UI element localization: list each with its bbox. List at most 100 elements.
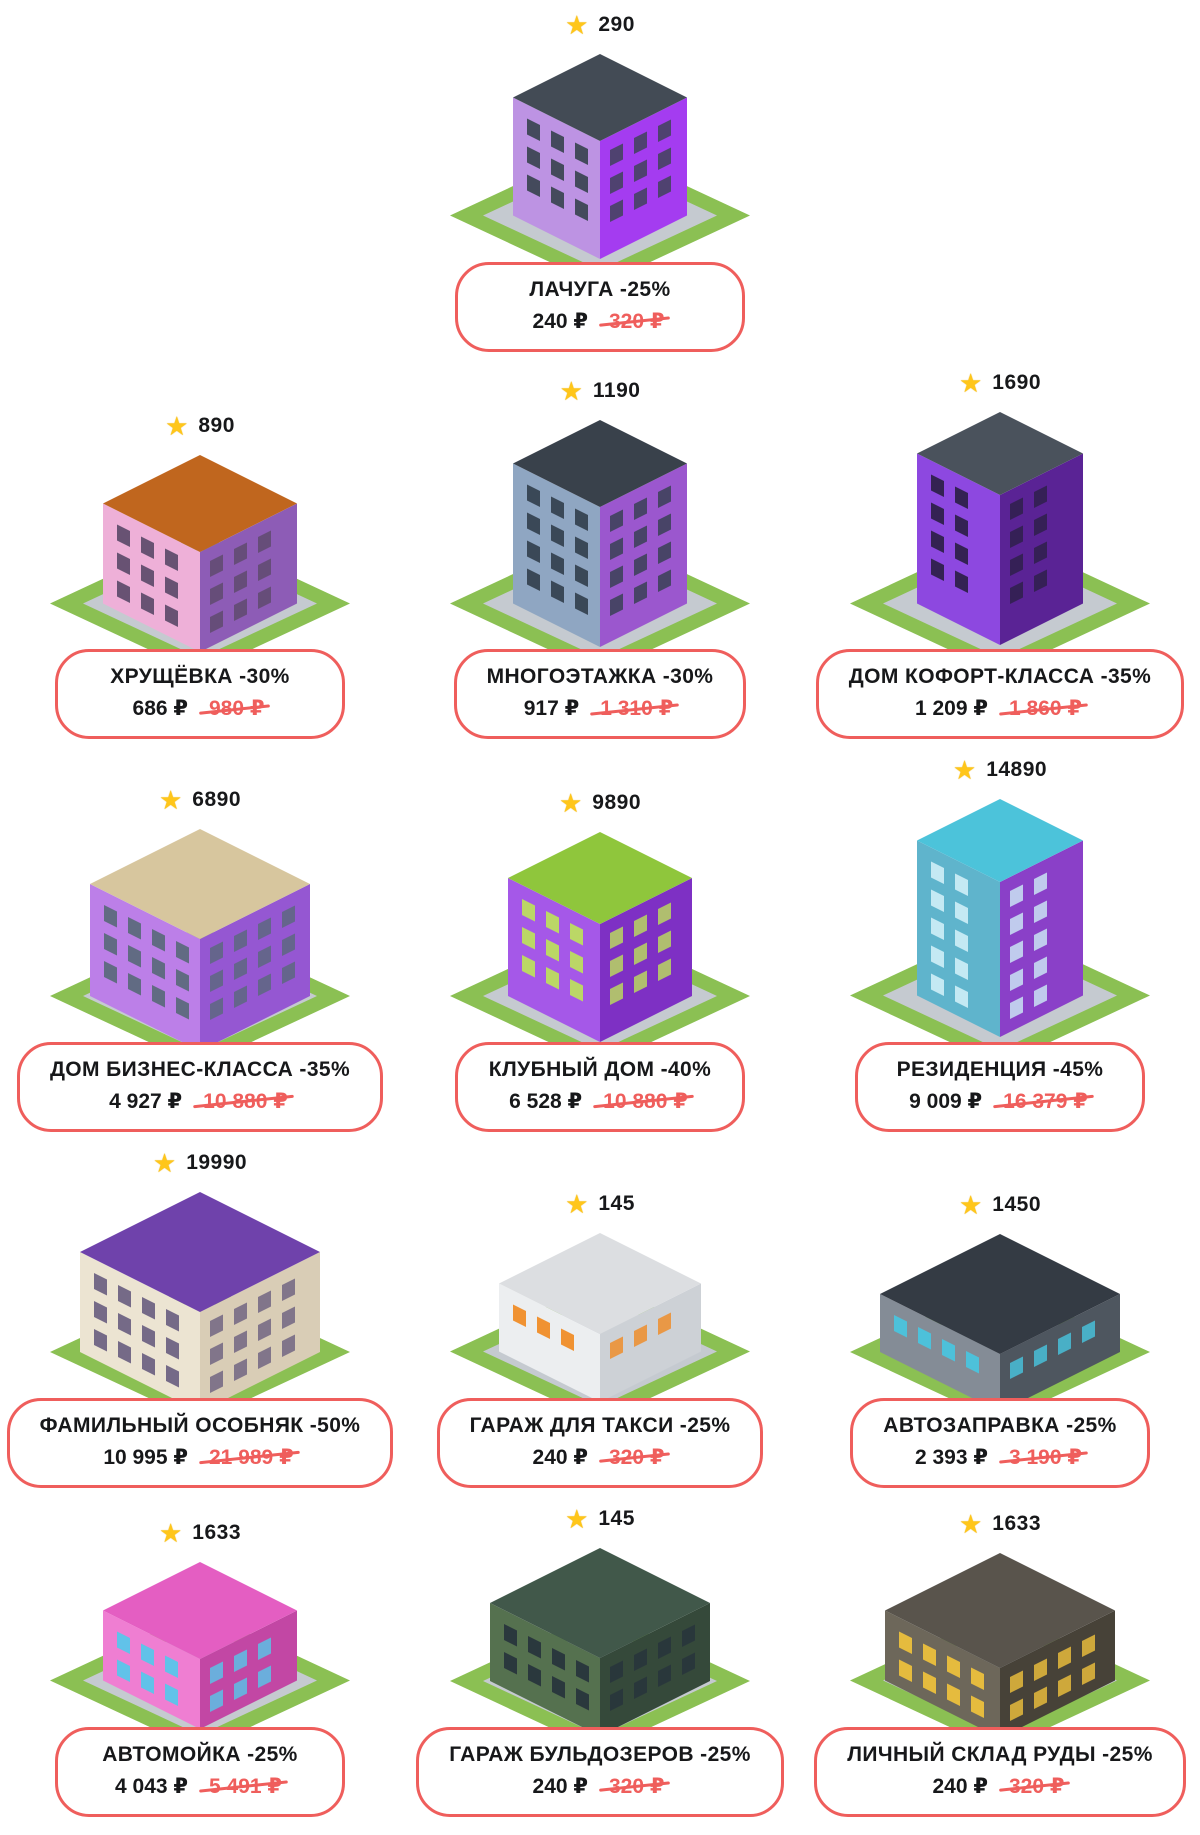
star-cost: ★ 14890 (953, 757, 1047, 783)
old-price: 320 ₽ (606, 1445, 667, 1470)
price-line: 4 043 ₽ 5 491 ₽ (88, 1774, 312, 1799)
old-price: 1 860 ₽ (1006, 696, 1085, 721)
building-art-dom-biznes-klassa[interactable] (35, 815, 365, 1074)
building-art-klubny-dom[interactable] (435, 818, 765, 1074)
price-card[interactable]: ДОМ БИЗНЕС-КЛАССА -35% 4 927 ₽ 10 880 ₽ (16, 1041, 384, 1132)
star-count: 145 (598, 1506, 635, 1530)
building-art-rezidentsiya[interactable] (835, 785, 1165, 1074)
price-card[interactable]: МНОГОЭТАЖКА -30% 917 ₽ 1 310 ₽ (453, 649, 747, 739)
star-icon: ★ (958, 367, 983, 398)
current-price: 2 393 ₽ (914, 1445, 988, 1469)
star-cost: ★ 290 (565, 12, 635, 38)
star-count: 1633 (192, 1521, 242, 1544)
star-icon: ★ (158, 1518, 183, 1548)
shop-item-avtozapravka: ★ 1450 АВТОЗАПРАВКА -25% 2 393 ₽ 3 190 ₽ (800, 1192, 1200, 1488)
current-price: 240 ₽ (532, 1445, 588, 1469)
building-illustration (50, 454, 350, 673)
shop-item-garazh-dlya-taksi: ★ 145 ГАРАЖ ДЛЯ ТАКСИ -25% 240 ₽ 320 ₽ (400, 1191, 800, 1488)
building-illustration (50, 828, 350, 1066)
star-cost: ★ 1690 (959, 370, 1041, 396)
shop-row: ★ 890 ХРУЩЁВКА -30% 686 ₽ 980 ₽ ★ 1190 М… (0, 370, 1200, 739)
building-title: РЕЗИДЕНЦИЯ -45% (896, 1057, 1104, 1081)
price-card[interactable]: ХРУЩЁВКА -30% 686 ₽ 980 ₽ (55, 649, 345, 739)
star-cost: ★ 1633 (159, 1520, 241, 1546)
price-card[interactable]: ЛИЧНЫЙ СКЛАД РУДЫ -25% 240 ₽ 320 ₽ (814, 1726, 1186, 1817)
building-art-khrushchyovka[interactable] (35, 441, 365, 682)
building-illustration (450, 1547, 750, 1751)
shop-item-lachuga: ★ 290 ЛАЧУГА -25% 240 ₽ 320 ₽ (380, 12, 820, 352)
price-card[interactable]: ГАРАЖ ДЛЯ ТАКСИ -25% 240 ₽ 320 ₽ (436, 1397, 764, 1488)
price-line: 9 009 ₽ 16 379 ₽ (888, 1089, 1112, 1114)
star-count: 19990 (186, 1150, 248, 1174)
old-price: 1 310 ₽ (597, 696, 676, 721)
building-title: ДОМ БИЗНЕС-КЛАССА -35% (49, 1057, 351, 1081)
price-card[interactable]: РЕЗИДЕНЦИЯ -45% 9 009 ₽ 16 379 ₽ (855, 1041, 1145, 1132)
old-price: 3 190 ₽ (1006, 1445, 1085, 1470)
star-count: 6890 (192, 787, 242, 811)
star-cost: ★ 1190 (560, 378, 641, 404)
building-art-garazh-dlya-taksi[interactable] (435, 1219, 765, 1430)
price-card[interactable]: ФАМИЛЬНЫЙ ОСОБНЯК -50% 10 995 ₽ 21 989 ₽ (6, 1397, 394, 1488)
building-title: МНОГОЭТАЖКА -30% (486, 665, 714, 688)
old-price: 980 ₽ (206, 696, 267, 721)
price-card[interactable]: АВТОМОЙКА -25% 4 043 ₽ 5 491 ₽ (55, 1726, 345, 1817)
building-illustration (850, 411, 1150, 673)
price-line: 2 393 ₽ 3 190 ₽ (883, 1445, 1116, 1470)
building-title: ГАРАЖ БУЛЬДОЗЕРОВ -25% (449, 1742, 751, 1766)
old-price: 10 880 ₽ (600, 1089, 691, 1114)
old-price: 16 379 ₽ (1000, 1089, 1091, 1114)
building-title: ДОМ КОФОРТ-КЛАССА -35% (848, 665, 1152, 688)
shop-item-garazh-buldozerov: ★ 145 ГАРАЖ БУЛЬДОЗЕРОВ -25% 240 ₽ 320 ₽ (400, 1506, 800, 1817)
old-price: 5 491 ₽ (206, 1774, 285, 1799)
price-card[interactable]: ДОМ КОФОРТ-КЛАССА -35% 1 209 ₽ 1 860 ₽ (815, 649, 1185, 739)
star-cost: ★ 1450 (959, 1192, 1041, 1218)
price-card[interactable]: ГАРАЖ БУЛЬДОЗЕРОВ -25% 240 ₽ 320 ₽ (416, 1726, 784, 1817)
building-art-avtozapravka[interactable] (835, 1220, 1165, 1430)
shop-item-khrushchyovka: ★ 890 ХРУЩЁВКА -30% 686 ₽ 980 ₽ (0, 413, 400, 739)
building-art-lachuga[interactable] (435, 40, 765, 294)
current-price: 686 ₽ (132, 697, 188, 720)
star-cost: ★ 145 (565, 1506, 635, 1532)
price-line: 686 ₽ 980 ₽ (88, 696, 312, 721)
building-title: ХРУЩЁВКА -30% (110, 665, 290, 688)
price-line: 240 ₽ 320 ₽ (488, 309, 712, 334)
current-price: 917 ₽ (523, 697, 580, 720)
building-title: ГАРАЖ ДЛЯ ТАКСИ -25% (469, 1413, 731, 1437)
star-cost: ★ 145 (565, 1191, 635, 1217)
old-price: 10 880 ₽ (200, 1089, 291, 1114)
building-title: ЛАЧУГА -25% (529, 277, 671, 301)
star-icon: ★ (152, 1147, 177, 1178)
current-price: 1 209 ₽ (914, 697, 988, 720)
building-title: КЛУБНЫЙ ДОМ -40% (488, 1057, 712, 1081)
building-art-garazh-buldozerov[interactable] (435, 1534, 765, 1759)
building-title: ЛИЧНЫЙ СКЛАД РУДЫ -25% (847, 1742, 1153, 1766)
building-illustration (450, 54, 750, 286)
star-count: 290 (598, 13, 635, 36)
building-illustration (450, 419, 750, 673)
star-count: 1633 (992, 1512, 1042, 1535)
building-art-mnogoetazhka[interactable] (435, 406, 765, 682)
building-illustration (50, 1562, 350, 1751)
star-icon: ★ (559, 375, 583, 406)
building-art-familny-osobnyak[interactable] (35, 1178, 365, 1430)
building-art-dom-komfort-klassa[interactable] (835, 398, 1165, 682)
price-line: 240 ₽ 320 ₽ (847, 1774, 1153, 1799)
current-price: 6 528 ₽ (509, 1089, 583, 1113)
shop-item-dom-biznes-klassa: ★ 6890 ДОМ БИЗНЕС-КЛАССА -35% 4 927 ₽ 10… (0, 787, 400, 1132)
price-card[interactable]: АВТОЗАПРАВКА -25% 2 393 ₽ 3 190 ₽ (850, 1397, 1150, 1488)
building-illustration (50, 1191, 350, 1422)
shop-row: ★ 1633 АВТОМОЙКА -25% 4 043 ₽ 5 491 ₽ ★ … (0, 1506, 1200, 1817)
star-icon: ★ (958, 1189, 983, 1220)
old-price: 320 ₽ (1006, 1774, 1067, 1799)
price-card[interactable]: КЛУБНЫЙ ДОМ -40% 6 528 ₽ 10 880 ₽ (455, 1041, 745, 1132)
building-illustration (850, 799, 1150, 1066)
building-art-avtomoyka[interactable] (35, 1548, 365, 1759)
star-cost: ★ 6890 (159, 787, 241, 813)
star-count: 9890 (592, 790, 642, 814)
star-count: 1690 (992, 370, 1042, 394)
price-card[interactable]: ЛАЧУГА -25% 240 ₽ 320 ₽ (455, 261, 745, 352)
current-price: 240 ₽ (532, 309, 588, 333)
building-art-lichny-sklad-rudy[interactable] (835, 1539, 1165, 1759)
current-price: 4 043 ₽ (115, 1774, 188, 1798)
